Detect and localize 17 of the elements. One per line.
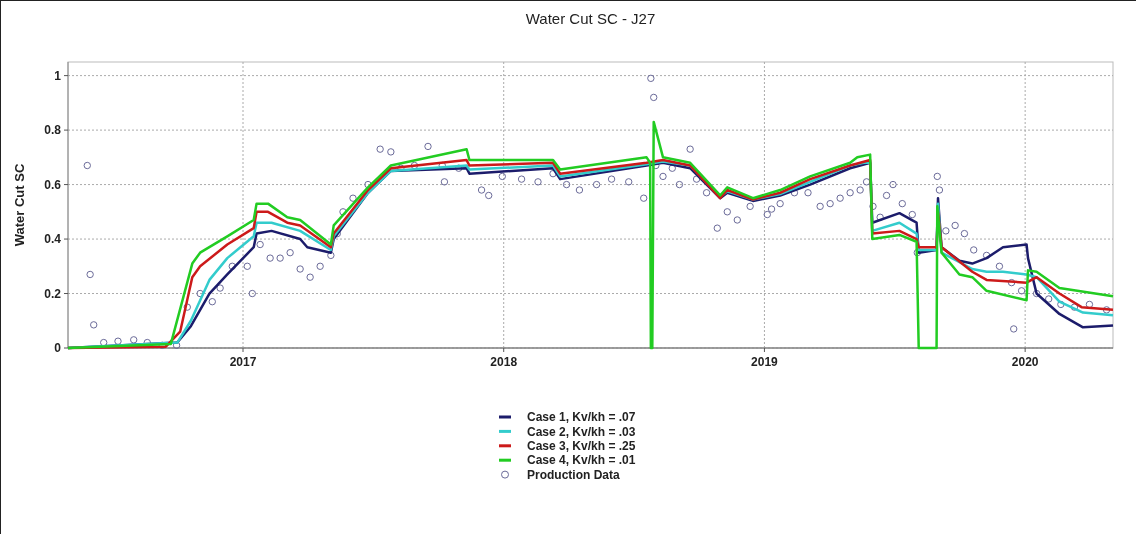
legend-label: Case 4, Kv/kh = .01: [527, 453, 636, 468]
chart-title: Water Cut SC - J27: [525, 10, 656, 27]
legend-label: Case 2, Kv/kh = .03: [527, 424, 636, 439]
x-tick-label: 2020: [1011, 355, 1039, 369]
x-tick-label: 2018: [490, 355, 518, 369]
legend-label: Case 1, Kv/kh = .07: [527, 410, 636, 425]
y-tick-label: 0.8: [44, 123, 62, 138]
y-tick-label: 0.4: [44, 232, 62, 247]
y-axis-title: Water Cut SC: [12, 163, 27, 247]
y-tick-label: 0: [54, 341, 62, 356]
y-tick-label: 1: [54, 68, 62, 83]
y-tick-label: 0.2: [44, 286, 62, 301]
x-tick-label: 2019: [751, 355, 779, 369]
legend-label: Case 3, Kv/kh = .25: [527, 439, 636, 453]
y-tick-label: 0.6: [44, 177, 62, 192]
legend-label: Production Data: [527, 467, 620, 482]
x-tick-label: 2017: [229, 355, 257, 369]
